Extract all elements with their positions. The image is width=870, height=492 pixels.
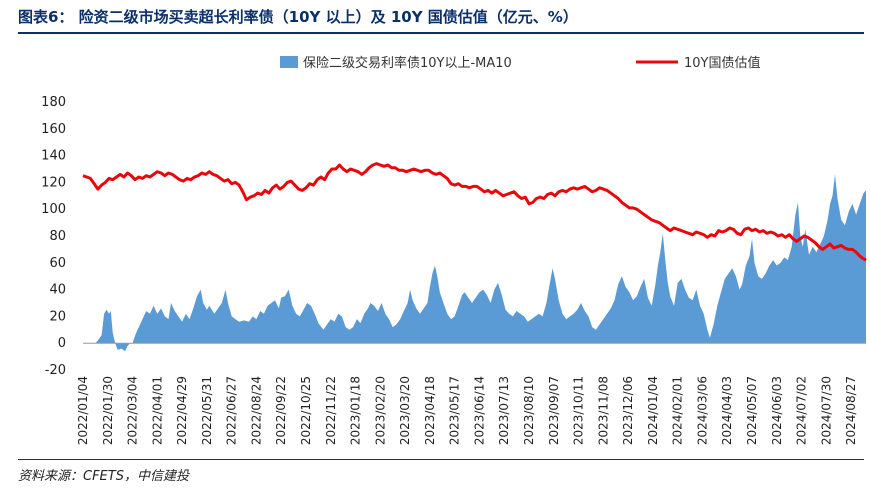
x-tick-label: 2024/07/02 (795, 376, 809, 445)
legend-label-area: 保险二级交易利率债10Y以上-MA10 (303, 55, 512, 71)
y-tick-label: 0 (58, 336, 66, 351)
x-tick-label: 2022/04/01 (150, 376, 164, 445)
y-tick-label: 140 (41, 149, 66, 164)
y-tick-label: 80 (49, 229, 66, 244)
x-tick-label: 2023/09/07 (547, 376, 561, 445)
y-tick-label: 120 (41, 175, 66, 190)
figure-title: 图表6： 险资二级市场买卖超长利率债（10Y 以上）及 10Y 国债估值（亿元、… (18, 8, 578, 26)
x-tick-label: 2022/01/30 (101, 376, 115, 445)
x-tick-label: 2023/05/17 (448, 376, 462, 445)
legend-label-line: 10Y国债估值 (684, 55, 760, 71)
x-tick-label: 2023/07/13 (497, 376, 511, 445)
legend-swatch-area (280, 56, 298, 68)
chart: 保险二级交易利率债10Y以上-MA10 10Y国债估值 -20 0 20 40 60 80… (41, 55, 867, 445)
x-tick-label: 2022/05/31 (200, 376, 214, 445)
plot-area (82, 162, 867, 352)
x-tick-label: 2023/03/20 (398, 376, 412, 445)
x-tick-label: 2023/12/06 (621, 376, 635, 445)
y-axis: -20 0 20 40 60 80 100 120 140 160 180 (41, 95, 66, 378)
x-tick-label: 2024/08/27 (844, 376, 858, 445)
x-tick-label: 2022/01/04 (76, 376, 90, 445)
x-tick-label: 2023/02/20 (373, 376, 387, 445)
x-tick-label: 2024/07/30 (819, 376, 833, 445)
x-tick-label: 2024/05/07 (745, 376, 759, 445)
x-tick-label: 2023/01/18 (349, 376, 363, 445)
x-tick-label: 2024/04/03 (720, 376, 734, 445)
x-tick-label: 2022/09/22 (274, 376, 288, 445)
x-tick-label: 2023/08/10 (522, 376, 536, 445)
legend: 保险二级交易利率债10Y以上-MA10 10Y国债估值 (280, 55, 760, 71)
series-line-10y-yield (82, 162, 867, 262)
y-tick-label: 100 (41, 202, 66, 217)
x-tick-label: 2023/04/18 (423, 376, 437, 445)
x-tick-label: 2024/02/01 (671, 376, 685, 445)
y-tick-label: 160 (41, 122, 66, 137)
x-axis: 2022/01/04 2022/01/30 2022/03/04 2022/04/01… (76, 376, 858, 445)
x-tick-label: 2024/03/06 (695, 376, 709, 445)
x-tick-label: 2022/06/27 (225, 376, 239, 445)
x-tick-label: 2022/11/22 (324, 376, 338, 445)
footer-rule (18, 459, 864, 460)
source-note: 资料来源：CFETS，中信建投 (18, 469, 189, 484)
x-tick-label: 2024/01/04 (646, 376, 660, 445)
x-tick-label: 2022/08/24 (249, 376, 263, 445)
y-tick-label: 60 (49, 256, 66, 271)
x-tick-label: 2022/03/04 (126, 376, 140, 445)
series-area-insurance-trading (83, 174, 866, 352)
y-tick-label: 180 (41, 95, 66, 110)
x-tick-label: 2022/10/25 (299, 376, 313, 445)
y-tick-label: -20 (45, 363, 66, 378)
y-tick-label: 40 (49, 283, 66, 298)
y-tick-label: 20 (49, 309, 66, 324)
x-tick-label: 2023/06/14 (472, 376, 486, 445)
x-tick-label: 2024/06/03 (770, 376, 784, 445)
title-rule (18, 32, 864, 34)
x-tick-label: 2022/04/29 (175, 376, 189, 445)
x-tick-label: 2023/11/08 (596, 376, 610, 445)
x-tick-label: 2023/10/11 (572, 376, 586, 445)
